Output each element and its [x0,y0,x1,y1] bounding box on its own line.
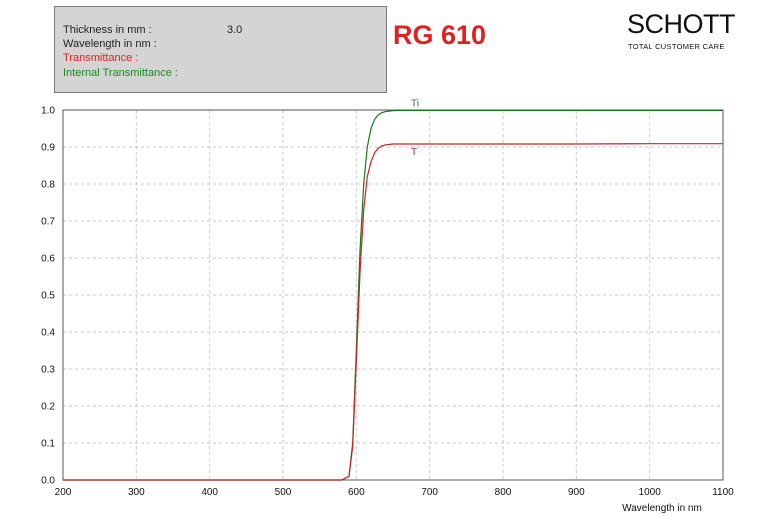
x-tick-label: 1000 [639,487,662,498]
transmittance-label: Transmittance : [63,52,139,64]
thickness-value: 3.0 [227,24,243,36]
y-tick-label: 0.4 [41,328,55,339]
x-axis-title: Wavelength in nm [622,503,702,514]
tick-labels: 200 300 400 500 600 700 800 900 1000 1100 0.0 0.1 0.… [41,106,734,499]
y-tick-label: 0.3 [41,365,55,376]
series-label-t: T [411,147,417,158]
x-tick-label: 500 [275,487,292,498]
x-tick-label: 200 [55,487,72,498]
y-tick-label: 0.6 [41,254,55,265]
y-tick-label: 0.7 [41,217,55,228]
x-tick-label: 900 [568,487,585,498]
x-tick-label: 600 [348,487,365,498]
series-lines: Ti T [63,98,723,481]
series-line-t [63,143,723,481]
y-tick-label: 0.9 [41,143,55,154]
y-tick-label: 0.8 [41,180,55,191]
thickness-label: Thickness in mm : [63,24,152,36]
x-tick-label: 700 [421,487,438,498]
y-tick-label: 0.0 [41,476,55,487]
plot-frame [62,109,724,481]
y-tick-label: 0.5 [41,291,55,302]
x-tick-label: 800 [495,487,512,498]
internal-transmittance-label: Internal Transmittance : [63,67,178,79]
filter-name-title: RG 610 [393,20,487,50]
y-tick-label: 0.2 [41,402,55,413]
x-tick-label: 1100 [712,487,734,498]
logo-wordmark: SCHOTT [627,9,736,39]
y-tick-label: 0.1 [41,439,55,450]
series-label-ti: Ti [411,98,419,109]
x-tick-label: 400 [201,487,218,498]
y-tick-label: 1.0 [41,106,55,117]
x-tick-label: 300 [128,487,145,498]
info-panel: Thickness in mm : 3.0 Wavelength in nm :… [54,6,387,93]
wavelength-label: Wavelength in nm : [63,38,157,50]
grid-lines [63,110,723,480]
logo-tagline: TOTAL CUSTOMER CARE [628,42,725,51]
